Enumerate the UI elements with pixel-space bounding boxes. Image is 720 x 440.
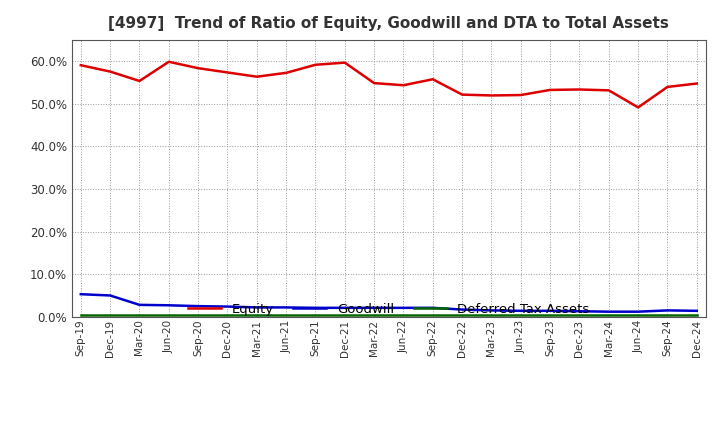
Goodwill: [370, 305, 379, 311]
Goodwill: [106, 293, 114, 298]
Deferred Tax Assets: [370, 312, 379, 318]
Goodwill: [605, 309, 613, 314]
Equity: [194, 66, 202, 71]
Deferred Tax Assets: [458, 312, 467, 318]
Goodwill: [399, 305, 408, 311]
Deferred Tax Assets: [253, 312, 261, 318]
Title: [4997]  Trend of Ratio of Equity, Goodwill and DTA to Total Assets: [4997] Trend of Ratio of Equity, Goodwil…: [109, 16, 669, 32]
Goodwill: [164, 303, 173, 308]
Deferred Tax Assets: [282, 312, 290, 318]
Goodwill: [282, 305, 290, 310]
Equity: [399, 83, 408, 88]
Deferred Tax Assets: [663, 312, 672, 318]
Goodwill: [253, 305, 261, 310]
Equity: [135, 78, 144, 84]
Deferred Tax Assets: [546, 312, 554, 318]
Deferred Tax Assets: [76, 312, 85, 318]
Deferred Tax Assets: [135, 312, 144, 318]
Equity: [370, 81, 379, 86]
Deferred Tax Assets: [487, 312, 496, 318]
Equity: [282, 70, 290, 76]
Deferred Tax Assets: [194, 312, 202, 318]
Equity: [458, 92, 467, 97]
Equity: [487, 93, 496, 98]
Goodwill: [428, 305, 437, 311]
Goodwill: [634, 309, 642, 314]
Deferred Tax Assets: [106, 312, 114, 318]
Equity: [311, 62, 320, 67]
Goodwill: [458, 307, 467, 312]
Goodwill: [194, 304, 202, 309]
Equity: [106, 69, 114, 74]
Equity: [253, 74, 261, 79]
Goodwill: [575, 308, 584, 314]
Equity: [605, 88, 613, 93]
Equity: [516, 92, 525, 98]
Deferred Tax Assets: [575, 312, 584, 318]
Equity: [693, 81, 701, 86]
Deferred Tax Assets: [693, 312, 701, 318]
Deferred Tax Assets: [634, 312, 642, 318]
Legend: Equity, Goodwill, Deferred Tax Assets: Equity, Goodwill, Deferred Tax Assets: [188, 303, 590, 316]
Goodwill: [341, 305, 349, 311]
Deferred Tax Assets: [516, 312, 525, 318]
Equity: [164, 59, 173, 64]
Goodwill: [311, 305, 320, 311]
Goodwill: [546, 308, 554, 313]
Equity: [663, 84, 672, 90]
Equity: [223, 70, 232, 75]
Equity: [575, 87, 584, 92]
Deferred Tax Assets: [164, 312, 173, 318]
Deferred Tax Assets: [605, 312, 613, 318]
Goodwill: [223, 304, 232, 309]
Goodwill: [135, 302, 144, 308]
Deferred Tax Assets: [311, 312, 320, 318]
Goodwill: [76, 292, 85, 297]
Line: Goodwill: Goodwill: [81, 294, 697, 312]
Goodwill: [516, 308, 525, 313]
Deferred Tax Assets: [399, 312, 408, 318]
Line: Equity: Equity: [81, 62, 697, 107]
Equity: [428, 77, 437, 82]
Goodwill: [663, 308, 672, 313]
Goodwill: [693, 308, 701, 313]
Equity: [76, 62, 85, 68]
Equity: [341, 60, 349, 65]
Equity: [546, 87, 554, 92]
Deferred Tax Assets: [223, 312, 232, 318]
Goodwill: [487, 308, 496, 313]
Deferred Tax Assets: [428, 312, 437, 318]
Deferred Tax Assets: [341, 312, 349, 318]
Equity: [634, 105, 642, 110]
